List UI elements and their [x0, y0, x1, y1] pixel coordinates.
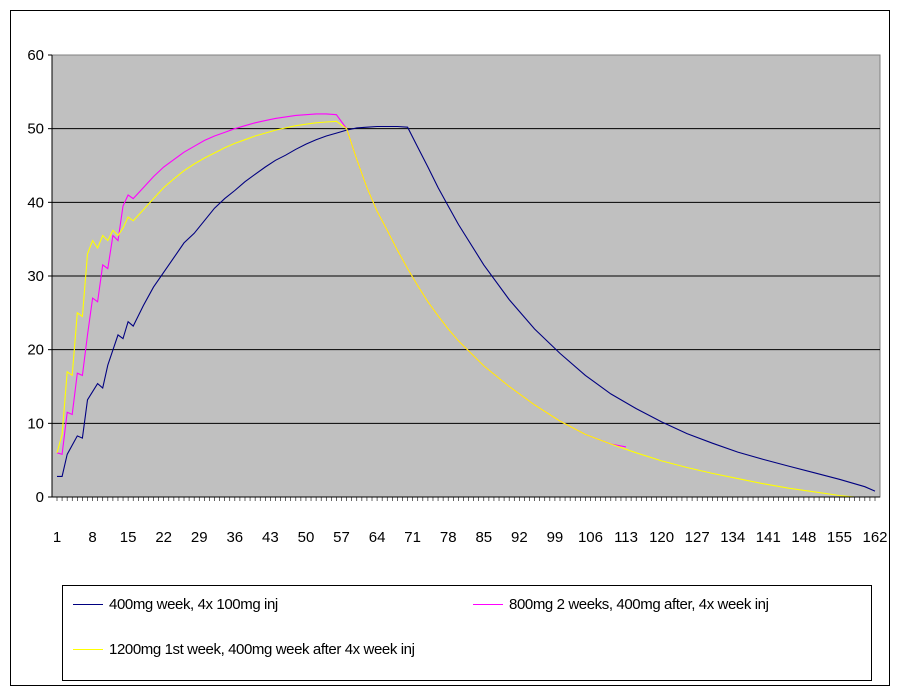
y-tick-label-60: 60	[27, 47, 44, 64]
x-tick-label-8: 8	[88, 529, 96, 546]
y-tick-label-30: 30	[27, 268, 44, 285]
y-tick-label-10: 10	[27, 415, 44, 432]
legend-swatch-series-3	[73, 649, 103, 650]
legend-item-series-2: 800mg 2 weeks, 400mg after, 4x week inj	[473, 596, 769, 613]
legend-label-series-3: 1200mg 1st week, 400mg week after 4x wee…	[109, 641, 415, 658]
x-axis-ticks: 1 8 15 22 29 36 43 50 57 64 71 78 85 92 99 106 113 120 127…	[53, 497, 888, 546]
x-tick-label-64: 64	[369, 529, 386, 546]
x-tick-label-120: 120	[649, 529, 674, 546]
legend: 400mg week, 4x 100mg inj 800mg 2 weeks, …	[62, 585, 872, 681]
x-tick-label-29: 29	[191, 529, 208, 546]
x-tick-label-15: 15	[120, 529, 137, 546]
x-tick-label-50: 50	[298, 529, 315, 546]
x-tick-label-99: 99	[547, 529, 564, 546]
x-tick-label-1: 1	[53, 529, 61, 546]
x-tick-label-106: 106	[578, 529, 603, 546]
x-tick-label-134: 134	[720, 529, 745, 546]
y-tick-label-40: 40	[27, 194, 44, 211]
x-tick-label-57: 57	[333, 529, 350, 546]
x-tick-label-36: 36	[226, 529, 243, 546]
series-line-1	[57, 125, 876, 492]
x-tick-label-148: 148	[791, 529, 816, 546]
y-tick-label-50: 50	[27, 121, 44, 138]
x-tick-label-92: 92	[511, 529, 528, 546]
x-tick-label-127: 127	[685, 529, 710, 546]
x-tick-label-85: 85	[475, 529, 492, 546]
x-tick-label-71: 71	[404, 529, 421, 546]
x-tick-label-78: 78	[440, 529, 457, 546]
x-tick-label-43: 43	[262, 529, 279, 546]
y-tick-label-20: 20	[27, 342, 44, 359]
series-layer	[56, 113, 876, 498]
x-tick-label-155: 155	[827, 529, 852, 546]
legend-item-series-1: 400mg week, 4x 100mg inj	[73, 596, 278, 613]
x-tick-label-22: 22	[155, 529, 172, 546]
x-tick-label-162: 162	[862, 529, 887, 546]
legend-swatch-series-2	[473, 604, 503, 605]
x-tick-label-141: 141	[756, 529, 781, 546]
series-line-3	[56, 120, 855, 498]
y-axis-ticks: 0 10 20 30 40 50 60	[27, 47, 52, 506]
legend-label-series-1: 400mg week, 4x 100mg inj	[109, 596, 278, 613]
legend-item-series-3: 1200mg 1st week, 400mg week after 4x wee…	[73, 641, 415, 658]
legend-label-series-2: 800mg 2 weeks, 400mg after, 4x week inj	[509, 596, 769, 613]
x-tick-label-113: 113	[614, 529, 638, 546]
y-tick-label-0: 0	[36, 489, 44, 506]
legend-swatch-series-1	[73, 604, 103, 605]
gridlines	[52, 128, 880, 424]
